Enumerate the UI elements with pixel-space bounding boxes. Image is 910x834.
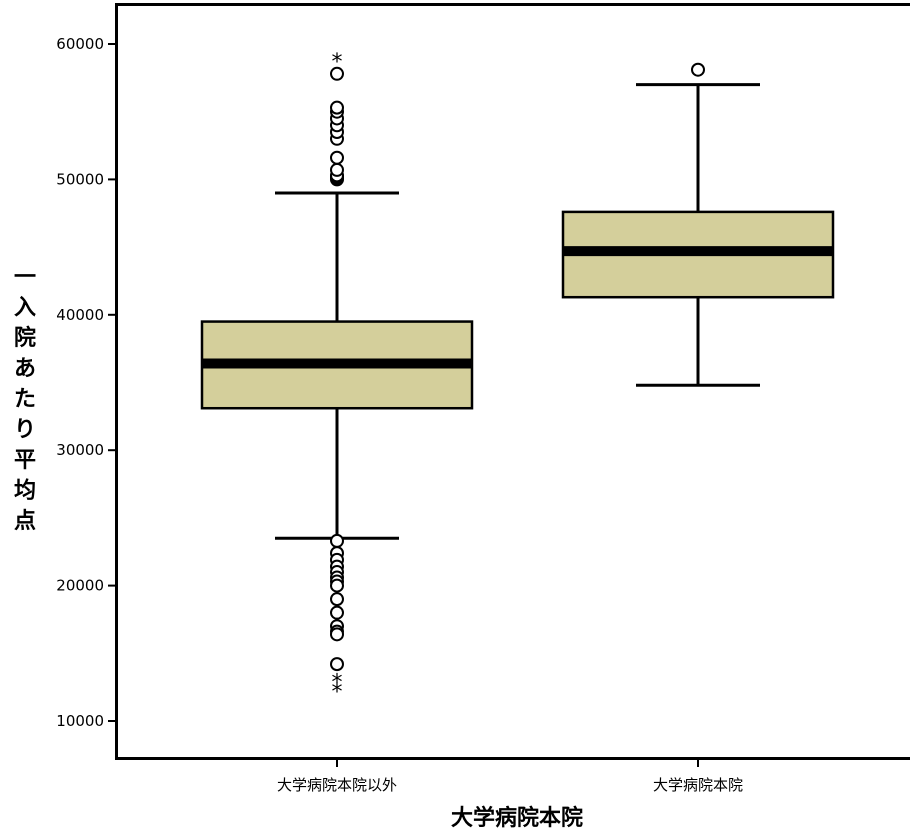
outlier-point [330, 66, 344, 81]
plot-frame [115, 3, 910, 760]
y-tick-label: 30000 [56, 441, 104, 459]
y-axis-title-char: 入 [14, 296, 36, 321]
extreme-point: * [332, 670, 343, 695]
y-axis-title-char: り [14, 418, 36, 443]
x-category-label: 大学病院本院以外 [277, 776, 397, 794]
outlier-point [330, 605, 344, 620]
outlier-point [330, 592, 344, 607]
x-axis-title: 大学病院本院 [451, 805, 583, 831]
axes: 10000 20000 30000 40000 50000 60000 大学病院本院以外 大学… [56, 35, 743, 794]
outlier-point [330, 627, 344, 642]
y-axis-title-char: あ [14, 357, 36, 382]
y-axis-title-char: 一 [14, 265, 36, 290]
y-tick-label: 50000 [56, 170, 104, 188]
y-axis-title-char: 均 [14, 478, 36, 504]
plot-marks: *** [200, 50, 835, 705]
y-tick-label: 40000 [56, 306, 104, 324]
outlier-point [330, 150, 344, 165]
box-group [561, 62, 835, 387]
y-axis-title-char: 院 [14, 325, 36, 351]
y-axis-title-char: た [14, 387, 36, 412]
outlier-point [330, 162, 344, 177]
y-tick-label: 60000 [56, 35, 104, 53]
outlier-point [330, 533, 344, 548]
y-tick-label: 10000 [56, 712, 104, 730]
outlier-point [330, 100, 344, 115]
outlier-point [330, 657, 344, 672]
box-group: *** [200, 50, 474, 705]
y-axis-title-char: 平 [14, 448, 36, 473]
x-category-label: 大学病院本院 [653, 776, 743, 794]
extreme-point: * [332, 50, 343, 75]
extreme-point: * [332, 680, 343, 705]
y-tick-label: 20000 [56, 577, 104, 595]
outlier-point [691, 62, 705, 77]
outlier-point [330, 578, 344, 593]
y-axis-title-char: 点 [14, 508, 36, 534]
